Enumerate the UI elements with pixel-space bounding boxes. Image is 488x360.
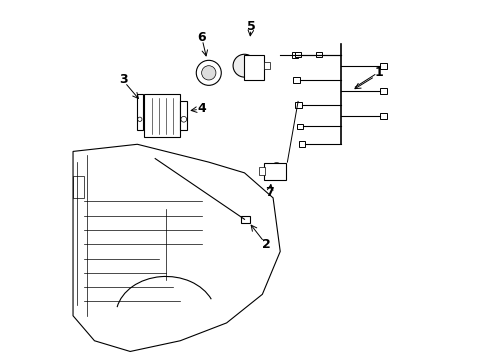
Circle shape bbox=[233, 54, 255, 77]
Bar bbox=[296, 123, 303, 129]
Bar bbox=[315, 52, 322, 58]
Bar bbox=[244, 55, 264, 80]
Circle shape bbox=[270, 163, 283, 176]
Bar bbox=[380, 63, 386, 68]
Bar bbox=[258, 167, 264, 175]
Bar bbox=[291, 52, 298, 58]
Text: 3: 3 bbox=[119, 73, 127, 86]
Bar bbox=[380, 113, 386, 118]
Circle shape bbox=[196, 60, 221, 85]
Bar bbox=[264, 62, 269, 69]
Text: 1: 1 bbox=[373, 66, 382, 79]
Bar bbox=[180, 102, 187, 130]
Bar bbox=[294, 52, 300, 58]
Text: 4: 4 bbox=[197, 102, 205, 115]
Circle shape bbox=[201, 66, 216, 80]
Text: 6: 6 bbox=[197, 31, 205, 44]
Text: 7: 7 bbox=[264, 186, 273, 199]
Bar bbox=[295, 102, 301, 108]
Bar bbox=[137, 94, 142, 130]
Bar bbox=[241, 216, 249, 223]
Text: 2: 2 bbox=[261, 238, 270, 251]
Bar bbox=[73, 176, 83, 198]
Bar bbox=[264, 163, 285, 180]
Bar bbox=[144, 94, 180, 137]
Bar bbox=[293, 77, 299, 83]
Bar bbox=[380, 88, 386, 94]
Text: 5: 5 bbox=[247, 20, 256, 33]
Bar bbox=[298, 141, 305, 147]
